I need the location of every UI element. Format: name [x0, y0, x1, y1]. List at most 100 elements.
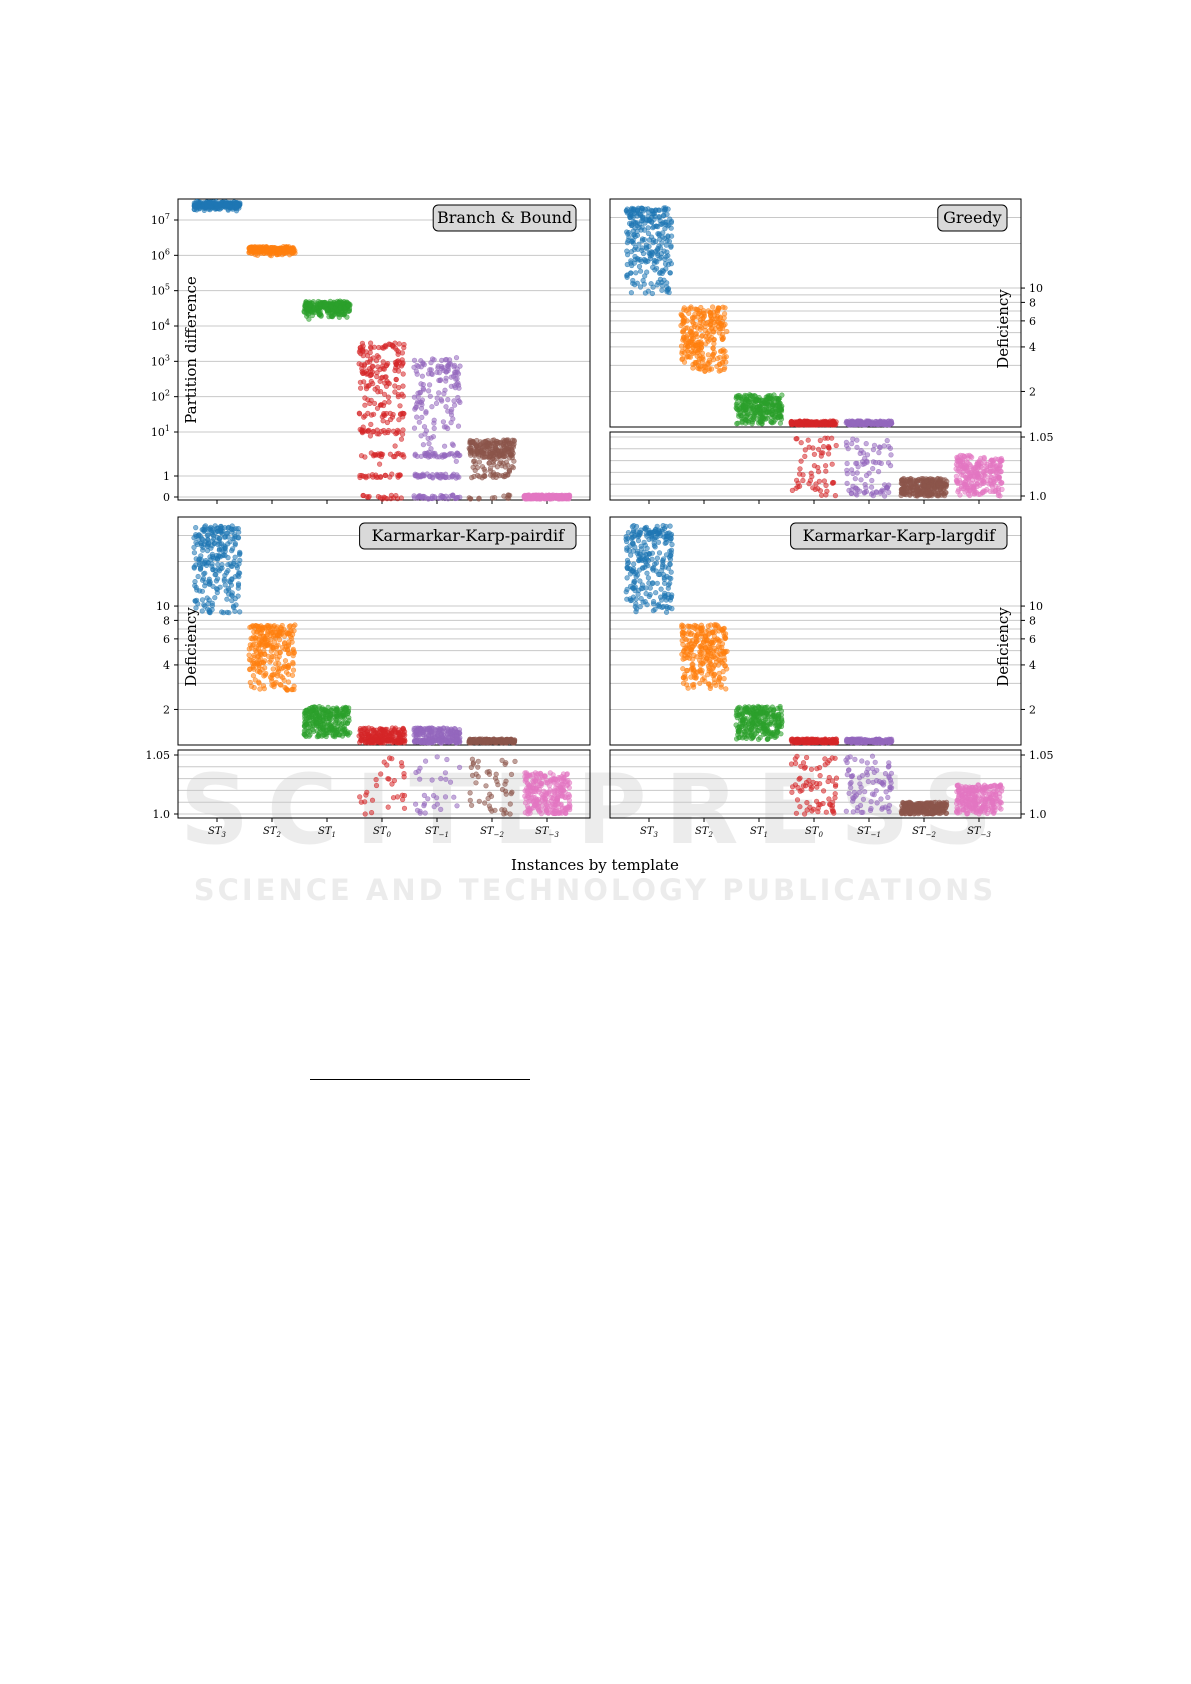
- data-point: [246, 652, 252, 658]
- data-point: [265, 623, 271, 629]
- data-point: [957, 452, 964, 458]
- data-point: [450, 416, 456, 422]
- data-point: [192, 598, 198, 604]
- data-point: [307, 302, 313, 308]
- data-point: [262, 672, 268, 678]
- data-point: [264, 632, 270, 638]
- data-point: [332, 732, 338, 738]
- data-point: [333, 713, 339, 719]
- data-point: [414, 414, 420, 420]
- data-point: [369, 372, 375, 378]
- data-point: [387, 451, 394, 457]
- data-point: [438, 775, 444, 782]
- series-ST_3: [623, 205, 675, 297]
- data-point: [374, 730, 381, 736]
- data-point: [236, 529, 242, 535]
- data-point: [373, 776, 379, 783]
- data-point: [766, 409, 772, 415]
- data-point: [231, 535, 237, 542]
- data-point: [445, 366, 451, 372]
- y-tick-label: 8: [1029, 296, 1036, 309]
- data-point: [455, 451, 461, 457]
- data-point: [236, 551, 243, 558]
- data-point: [392, 383, 398, 389]
- data-point: [967, 487, 973, 494]
- data-point: [959, 464, 965, 470]
- data-point: [624, 248, 630, 254]
- data-point: [232, 540, 238, 547]
- data-point: [649, 249, 655, 255]
- data-point: [360, 725, 367, 731]
- data-point: [709, 304, 716, 310]
- data-point: [511, 458, 517, 464]
- data-point: [375, 739, 381, 745]
- data-point: [229, 523, 235, 529]
- y-tick-label: 6: [1029, 315, 1036, 328]
- data-point: [491, 457, 497, 463]
- data-point: [627, 215, 633, 221]
- data-point: [235, 593, 241, 599]
- y-axis-label: Partition difference: [182, 276, 200, 424]
- data-point: [231, 558, 237, 565]
- data-point: [390, 343, 396, 349]
- data-point: [290, 661, 296, 667]
- data-point: [638, 205, 645, 211]
- data-point: [345, 732, 351, 738]
- data-point: [715, 305, 721, 311]
- data-point: [697, 319, 703, 326]
- data-point: [215, 205, 221, 212]
- data-point: [362, 413, 368, 419]
- y-tick-label: 102: [151, 389, 170, 404]
- data-point: [881, 493, 888, 499]
- data-point: [854, 444, 860, 451]
- data-point: [191, 206, 198, 213]
- y-tick-label: 10: [156, 600, 170, 613]
- data-point: [436, 475, 443, 481]
- data-point: [262, 665, 268, 671]
- data-point: [683, 334, 690, 340]
- data-point: [364, 789, 370, 795]
- data-point: [655, 231, 661, 237]
- data-point: [815, 469, 822, 475]
- data-point: [379, 363, 386, 369]
- data-point: [246, 245, 252, 251]
- data-point: [643, 259, 649, 265]
- data-point: [657, 276, 664, 283]
- y-tick-label: 8: [163, 614, 170, 627]
- data-point: [401, 770, 407, 777]
- data-point: [277, 637, 283, 643]
- data-point: [488, 443, 494, 449]
- data-point: [365, 397, 371, 403]
- data-point: [386, 381, 392, 387]
- data-point: [416, 419, 422, 425]
- data-point: [899, 481, 905, 487]
- data-point: [497, 452, 503, 458]
- data-point: [202, 583, 208, 589]
- data-point: [212, 200, 219, 206]
- data-point: [820, 444, 827, 450]
- data-point: [443, 404, 449, 410]
- data-point: [387, 733, 393, 739]
- data-point: [363, 383, 369, 389]
- data-point: [421, 424, 428, 430]
- data-point: [634, 256, 641, 262]
- data-point: [429, 493, 436, 499]
- data-point: [427, 393, 433, 399]
- data-point: [433, 400, 440, 407]
- data-point: [399, 350, 406, 356]
- data-point: [212, 595, 218, 601]
- data-point: [432, 452, 438, 458]
- data-point: [359, 340, 366, 347]
- data-point: [457, 399, 463, 406]
- data-point: [721, 366, 727, 373]
- y-tick-label: 107: [151, 212, 170, 227]
- data-point: [381, 740, 388, 746]
- data-point: [378, 375, 384, 381]
- data-point: [380, 402, 387, 409]
- data-point: [373, 782, 380, 789]
- data-point: [400, 431, 406, 437]
- data-point: [427, 452, 433, 459]
- data-point: [335, 723, 341, 729]
- data-point: [333, 707, 339, 714]
